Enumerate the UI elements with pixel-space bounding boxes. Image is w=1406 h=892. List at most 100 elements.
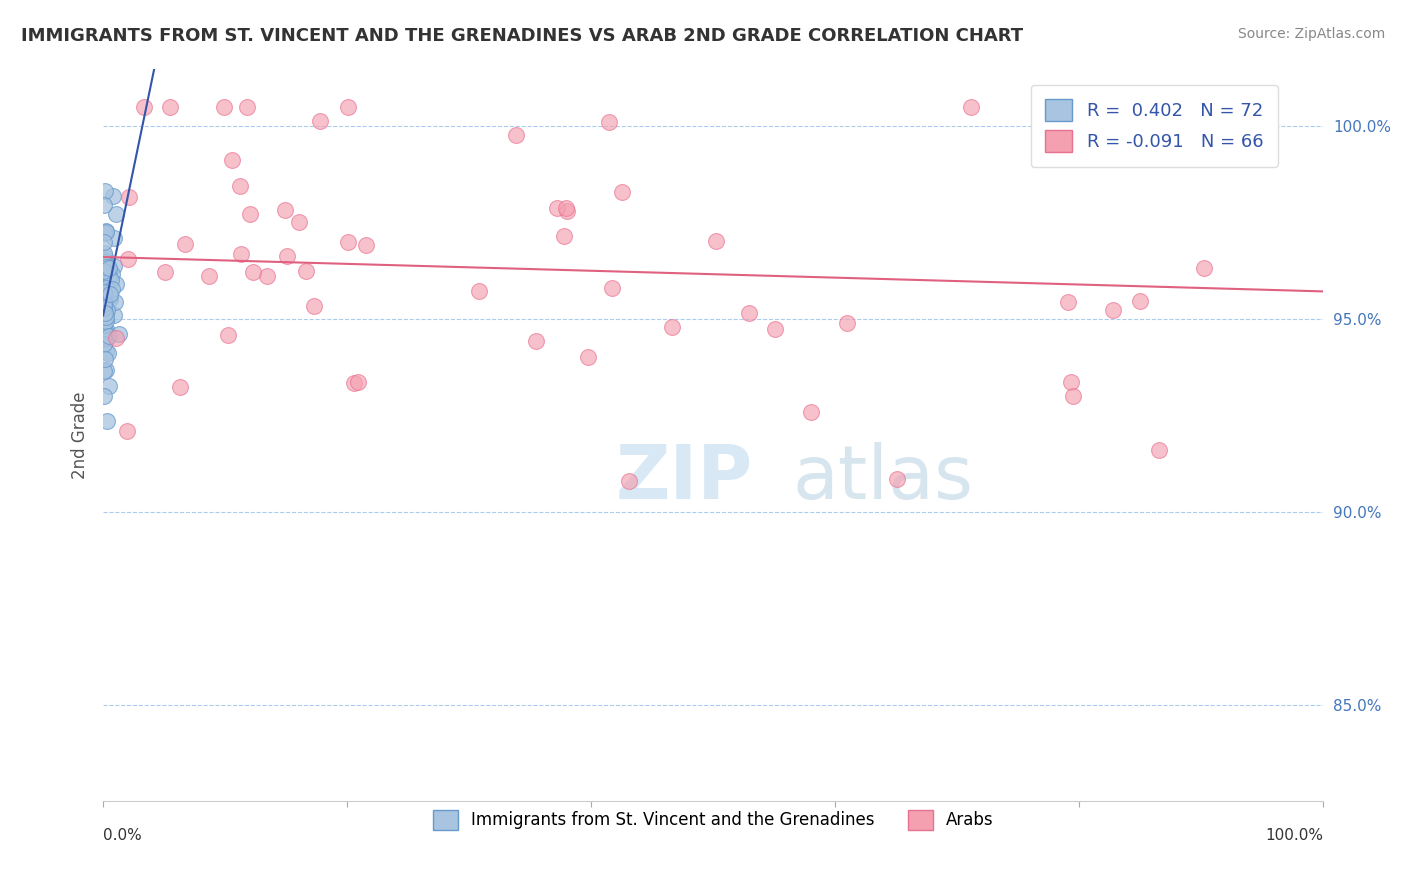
Point — [96, 308, 118, 322]
Point — [229, 247, 252, 261]
Point — [229, 178, 252, 193]
Point — [295, 264, 318, 278]
Point — [93, 245, 115, 260]
Point — [169, 380, 191, 394]
Point — [93, 293, 115, 308]
Point — [288, 215, 311, 229]
Point — [546, 201, 568, 215]
Point — [93, 323, 115, 337]
Point — [342, 376, 364, 391]
Point — [100, 273, 122, 287]
Point — [118, 190, 141, 204]
Point — [98, 287, 121, 301]
Point — [93, 322, 115, 336]
Point — [93, 299, 115, 313]
Point — [159, 100, 181, 114]
Point — [93, 337, 115, 351]
Text: ZIP: ZIP — [616, 442, 752, 516]
Point — [274, 202, 297, 217]
Point — [98, 329, 121, 343]
Text: 0.0%: 0.0% — [103, 828, 142, 843]
Point — [1149, 442, 1171, 457]
Point — [302, 299, 325, 313]
Text: atlas: atlas — [793, 442, 973, 516]
Point — [103, 308, 125, 322]
Point — [101, 282, 124, 296]
Point — [97, 328, 120, 343]
Point — [103, 188, 125, 202]
Point — [354, 238, 377, 252]
Point — [93, 282, 115, 296]
Point — [96, 330, 118, 344]
Point — [97, 379, 120, 393]
Point — [555, 203, 578, 218]
Point — [221, 153, 243, 167]
Point — [93, 351, 115, 366]
Point — [96, 344, 118, 359]
Point — [837, 316, 859, 330]
Point — [93, 263, 115, 277]
Point — [93, 285, 115, 299]
Point — [800, 405, 823, 419]
Point — [104, 206, 127, 220]
Point — [93, 226, 115, 240]
Text: IMMIGRANTS FROM ST. VINCENT AND THE GRENADINES VS ARAB 2ND GRADE CORRELATION CHA: IMMIGRANTS FROM ST. VINCENT AND THE GREN… — [21, 27, 1024, 45]
Point — [336, 235, 359, 249]
Point — [115, 425, 138, 439]
Point — [94, 311, 117, 326]
Point — [104, 295, 127, 310]
Point — [960, 100, 983, 114]
Point — [553, 229, 575, 244]
Point — [155, 265, 177, 279]
Point — [93, 294, 115, 309]
Point — [173, 236, 195, 251]
Point — [100, 292, 122, 306]
Point — [94, 363, 117, 377]
Point — [94, 260, 117, 274]
Point — [96, 414, 118, 428]
Point — [336, 100, 359, 114]
Point — [103, 259, 125, 273]
Point — [96, 225, 118, 239]
Point — [212, 100, 235, 114]
Point — [94, 306, 117, 320]
Point — [598, 114, 620, 128]
Point — [93, 286, 115, 301]
Point — [93, 330, 115, 344]
Point — [763, 322, 786, 336]
Point — [1102, 303, 1125, 318]
Point — [94, 292, 117, 306]
Point — [117, 252, 139, 267]
Point — [97, 345, 120, 359]
Point — [706, 234, 728, 248]
Point — [93, 283, 115, 297]
Text: Source: ZipAtlas.com: Source: ZipAtlas.com — [1237, 27, 1385, 41]
Point — [93, 318, 115, 333]
Point — [239, 207, 262, 221]
Point — [468, 284, 491, 298]
Point — [94, 298, 117, 312]
Point — [661, 320, 683, 334]
Y-axis label: 2nd Grade: 2nd Grade — [72, 391, 89, 478]
Point — [738, 305, 761, 319]
Point — [1060, 375, 1083, 389]
Point — [554, 201, 576, 215]
Point — [1129, 294, 1152, 309]
Point — [242, 265, 264, 279]
Point — [104, 331, 127, 345]
Point — [505, 128, 527, 142]
Point — [1062, 389, 1084, 403]
Point — [256, 268, 278, 283]
Point — [93, 262, 115, 277]
Point — [134, 100, 156, 114]
Point — [347, 376, 370, 390]
Point — [94, 278, 117, 293]
Point — [93, 184, 115, 198]
Point — [93, 235, 115, 250]
Point — [93, 255, 115, 269]
Point — [96, 281, 118, 295]
Point — [524, 334, 547, 349]
Point — [94, 224, 117, 238]
Point — [93, 285, 115, 299]
Point — [103, 231, 125, 245]
